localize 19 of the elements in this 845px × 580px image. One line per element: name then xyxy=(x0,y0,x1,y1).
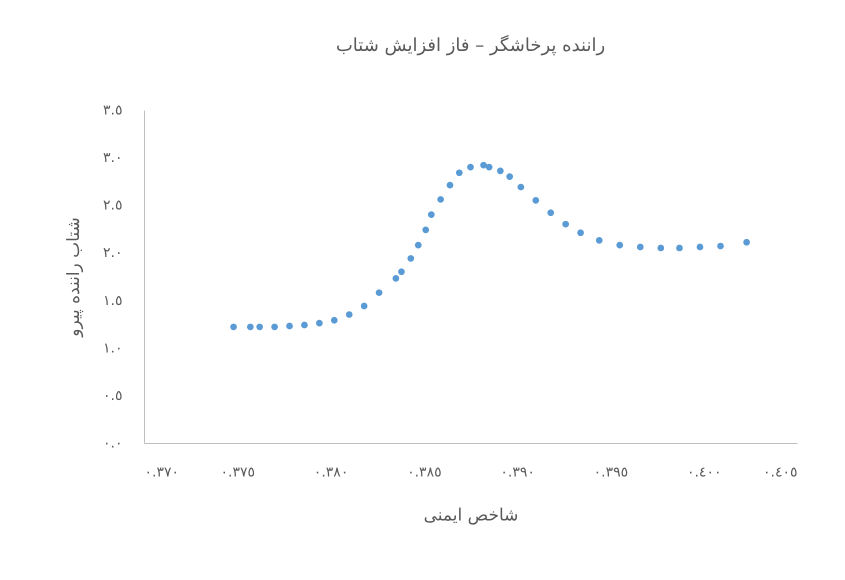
y-tick-label: ٠.٠ xyxy=(103,436,122,452)
x-tick-label: ٠.٣٧٠ xyxy=(144,464,180,480)
x-tick-label: ٠.٣٨٥ xyxy=(407,464,442,480)
y-tick-label: ١.٠ xyxy=(103,340,122,356)
y-tick-label: ٠.٥ xyxy=(103,388,122,404)
y-tick-label: ١.٥ xyxy=(103,292,122,309)
x-tick-label: ٠.٣٩٥ xyxy=(594,464,628,480)
x-tick-label: ٠.٣٧٥ xyxy=(220,464,256,480)
y-tick-label: ٣.٥ xyxy=(103,102,122,118)
y-tick-label: ٣.٠ xyxy=(103,150,122,166)
y-tick-label: ٢.٠ xyxy=(103,245,122,262)
y-axis-title: شتاب راننده پیرو xyxy=(64,217,84,338)
y-tick-label: ٢.٥ xyxy=(103,198,122,214)
chart-title: راننده پرخاشگر – فاز افزایش شتاب xyxy=(336,34,606,56)
x-tick-label: ٠.٤٠٥ xyxy=(762,464,798,480)
x-tick-label: ٠.٣٩٠ xyxy=(500,464,535,480)
x-tick-label: ٠.٤٠٠ xyxy=(686,464,722,480)
x-tick-label: ٠.٣٨٠ xyxy=(314,464,348,480)
x-axis-title: شاخص ایمنی xyxy=(424,506,518,526)
